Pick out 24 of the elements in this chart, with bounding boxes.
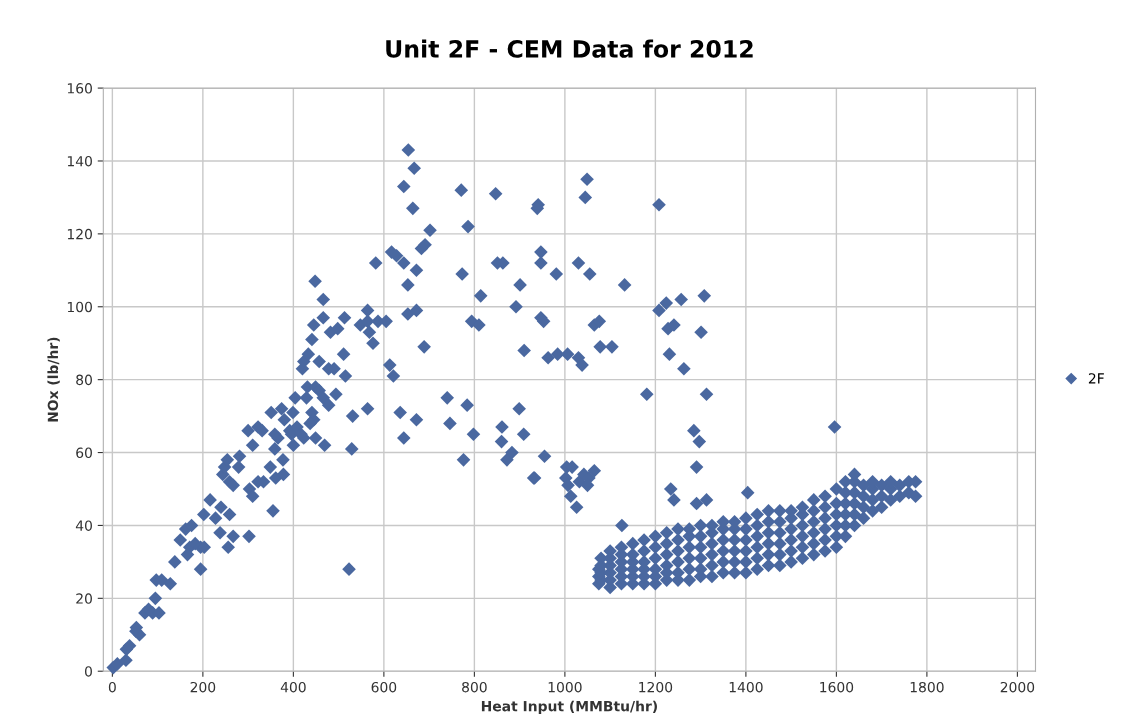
y-tick-label: 80	[76, 374, 92, 386]
legend-label: 2F	[1088, 373, 1104, 384]
y-tick-label: 60	[76, 447, 92, 459]
x-tick-label: 200	[190, 681, 216, 693]
y-tick-label: 160	[67, 83, 92, 94]
x-tick-label: 0	[108, 681, 116, 693]
x-tick-label: 2000	[1000, 681, 1035, 693]
y-axis-title: NOx (lb/hr)	[47, 337, 60, 422]
y-tick-label: 140	[67, 155, 92, 167]
x-tick-label: 1000	[548, 681, 582, 693]
x-axis-title: Heat Input (MMBtu/hr)	[481, 700, 657, 715]
x-tick-label: 800	[462, 681, 487, 693]
y-tick-label: 20	[76, 593, 92, 604]
y-tick-label: 120	[67, 228, 92, 240]
x-tick-label: 1600	[820, 681, 854, 693]
x-tick-label: 600	[371, 681, 397, 693]
x-tick-label: 1800	[910, 681, 944, 693]
y-tick-label: 40	[75, 520, 92, 531]
chart-title: Unit 2F - CEM Data for 2012	[386, 39, 753, 58]
y-tick-label: 100	[67, 301, 92, 313]
x-tick-label: 400	[280, 681, 306, 693]
y-tick-label: 0	[84, 666, 92, 677]
x-tick-label: 1400	[729, 681, 763, 693]
x-tick-label: 1200	[639, 681, 673, 693]
